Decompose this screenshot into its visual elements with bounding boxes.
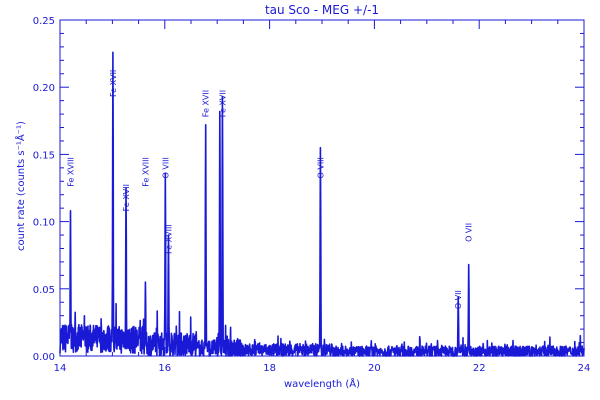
line-labels: Fe XVIII Fe XVII Fe XVII Fe XVIII O VIII Fe X… xyxy=(67,70,474,309)
y-axis-title: count rate (counts s⁻¹Å⁻¹) xyxy=(14,121,27,251)
ion-line-label: Fe XVIII xyxy=(141,157,150,187)
x-tick-label: 20 xyxy=(368,363,381,374)
ion-line-label: Fe XVII xyxy=(218,90,227,117)
ion-line-label: Fe XVII xyxy=(109,70,118,97)
x-tick-label: 14 xyxy=(54,363,67,374)
y-tick-label: 0.00 xyxy=(33,352,55,363)
ion-line-label: Fe XVIII xyxy=(67,157,76,187)
ion-line-label: Fe XVII xyxy=(202,90,211,117)
ion-line-label: O VII xyxy=(454,290,463,309)
x-axis-title: wavelength (Å) xyxy=(284,377,360,390)
ion-line-label: Fe XVII xyxy=(122,184,131,211)
spectrum-layer xyxy=(59,51,585,357)
ion-line-label: O VIII xyxy=(316,157,325,178)
y-tick-label: 0.20 xyxy=(33,83,55,94)
ion-line-label: O VIII xyxy=(161,157,170,178)
y-tick-label: 0.10 xyxy=(33,218,55,229)
x-tick-label: 18 xyxy=(263,363,276,374)
plot-frame xyxy=(59,19,585,357)
ion-line-label: O VII xyxy=(465,223,474,242)
x-tick-label: 16 xyxy=(158,363,171,374)
y-tick-label: 0.15 xyxy=(33,150,55,161)
spectrum-trace xyxy=(59,51,585,357)
ion-line-label: Fe XVIII xyxy=(165,224,174,254)
axes-layer: 14 16 18 20 22 24 0.00 0.05 0.10 0.15 0.20 0.25 xyxy=(33,16,591,374)
chart-title: tau Sco - MEG +/-1 xyxy=(265,3,379,17)
y-tick-label: 0.05 xyxy=(33,285,55,296)
x-tick-label: 24 xyxy=(578,363,591,374)
y-tick-label: 0.25 xyxy=(33,16,55,27)
x-tick-label: 22 xyxy=(473,363,486,374)
